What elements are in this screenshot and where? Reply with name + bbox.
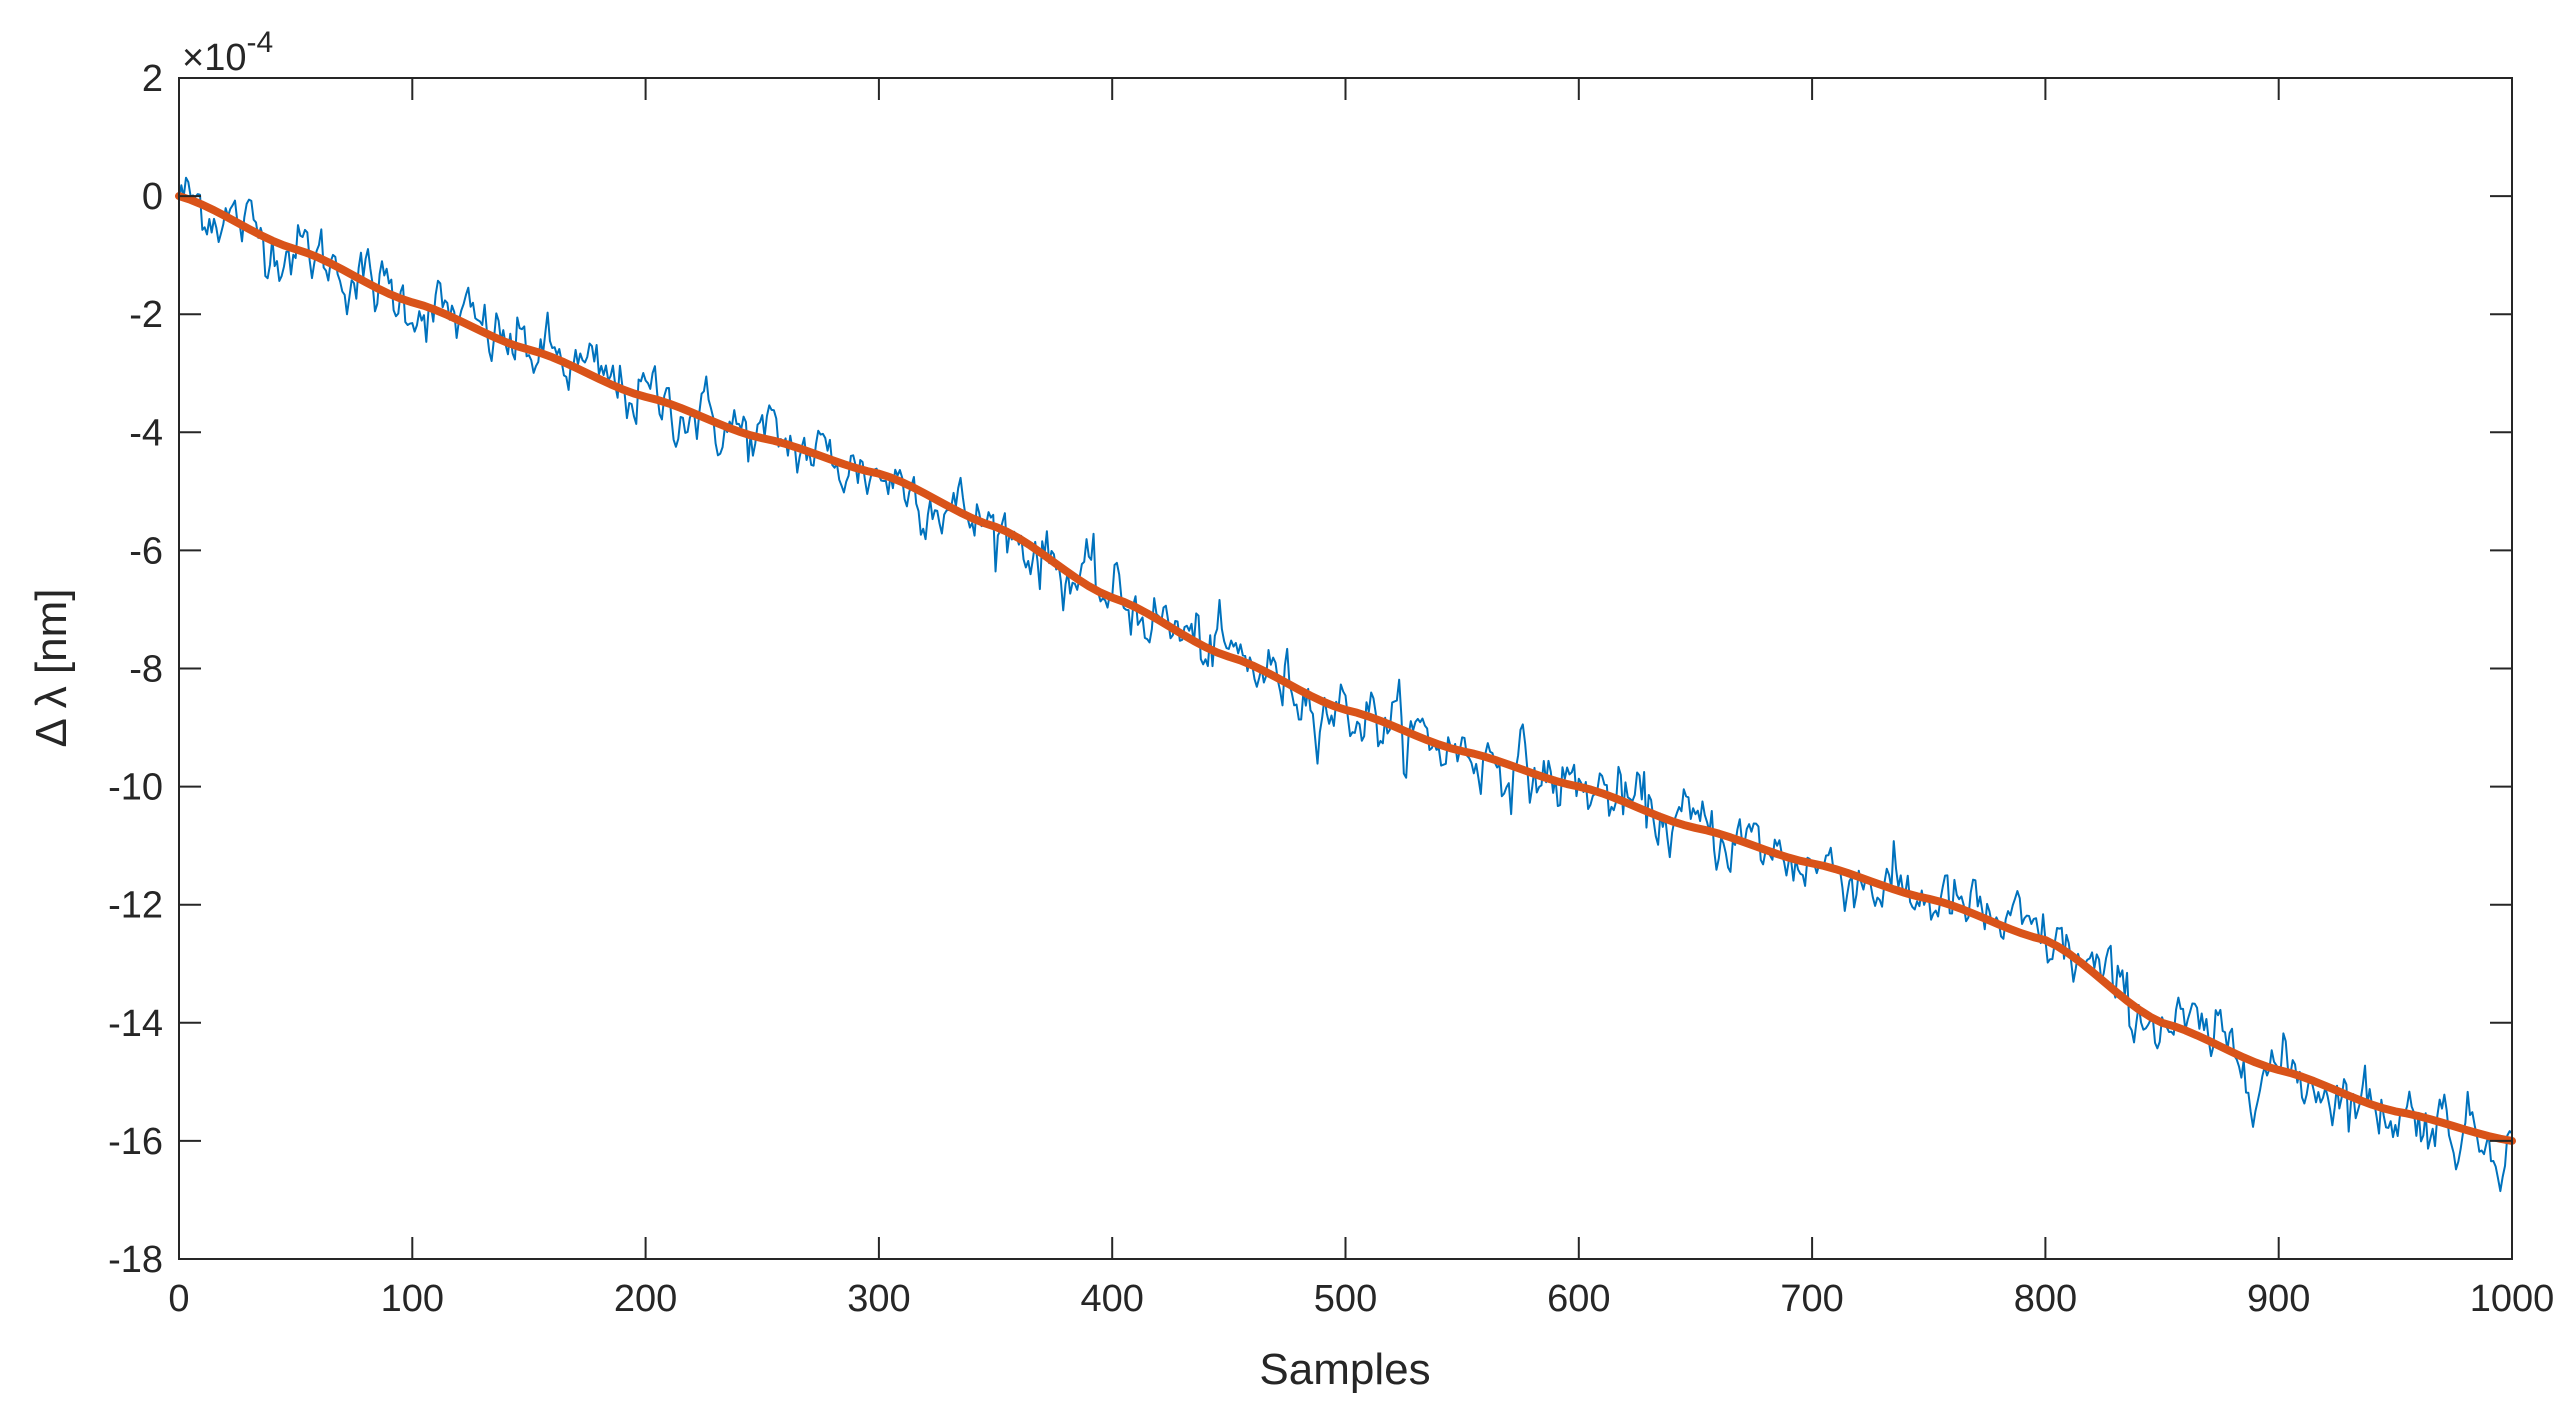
plot-area	[179, 78, 2512, 1259]
y-tick-label: -4	[129, 412, 163, 454]
x-axis-label: Samples	[1259, 1345, 1430, 1394]
x-tick-label: 500	[1314, 1278, 1377, 1320]
x-tick-label: 700	[1780, 1278, 1843, 1320]
y-tick-label: -10	[108, 767, 163, 809]
x-tick-label: 400	[1080, 1278, 1143, 1320]
y-tick-label: -12	[108, 885, 163, 927]
y-tick-label: -16	[108, 1121, 163, 1163]
y-tick-label: 2	[142, 58, 163, 100]
y-tick-label: -8	[129, 649, 163, 691]
y-tick-label: 0	[142, 176, 163, 218]
x-tick-label: 200	[614, 1278, 677, 1320]
y-axis-label: Δ λ [nm]	[27, 589, 76, 748]
x-tick-label: 1000	[2470, 1278, 2555, 1320]
y-tick-label: -6	[129, 530, 163, 572]
y-exponent-base: ×10	[182, 37, 246, 79]
y-tick-label: -14	[108, 1003, 163, 1045]
x-tick-label: 300	[847, 1278, 910, 1320]
y-tick-label: -18	[108, 1239, 163, 1281]
y-tick-label: -2	[129, 294, 163, 336]
x-tick-label: 900	[2247, 1278, 2310, 1320]
x-tick-label: 0	[168, 1278, 189, 1320]
x-tick-label: 800	[2014, 1278, 2077, 1320]
x-tick-label: 100	[381, 1278, 444, 1320]
x-tick-label: 600	[1547, 1278, 1610, 1320]
y-exponent-power: -4	[246, 26, 273, 59]
chart: 0 100 200 300 400 500 600 700 800 900 1000 2 0 -2 -4 -6…	[0, 0, 2570, 1411]
